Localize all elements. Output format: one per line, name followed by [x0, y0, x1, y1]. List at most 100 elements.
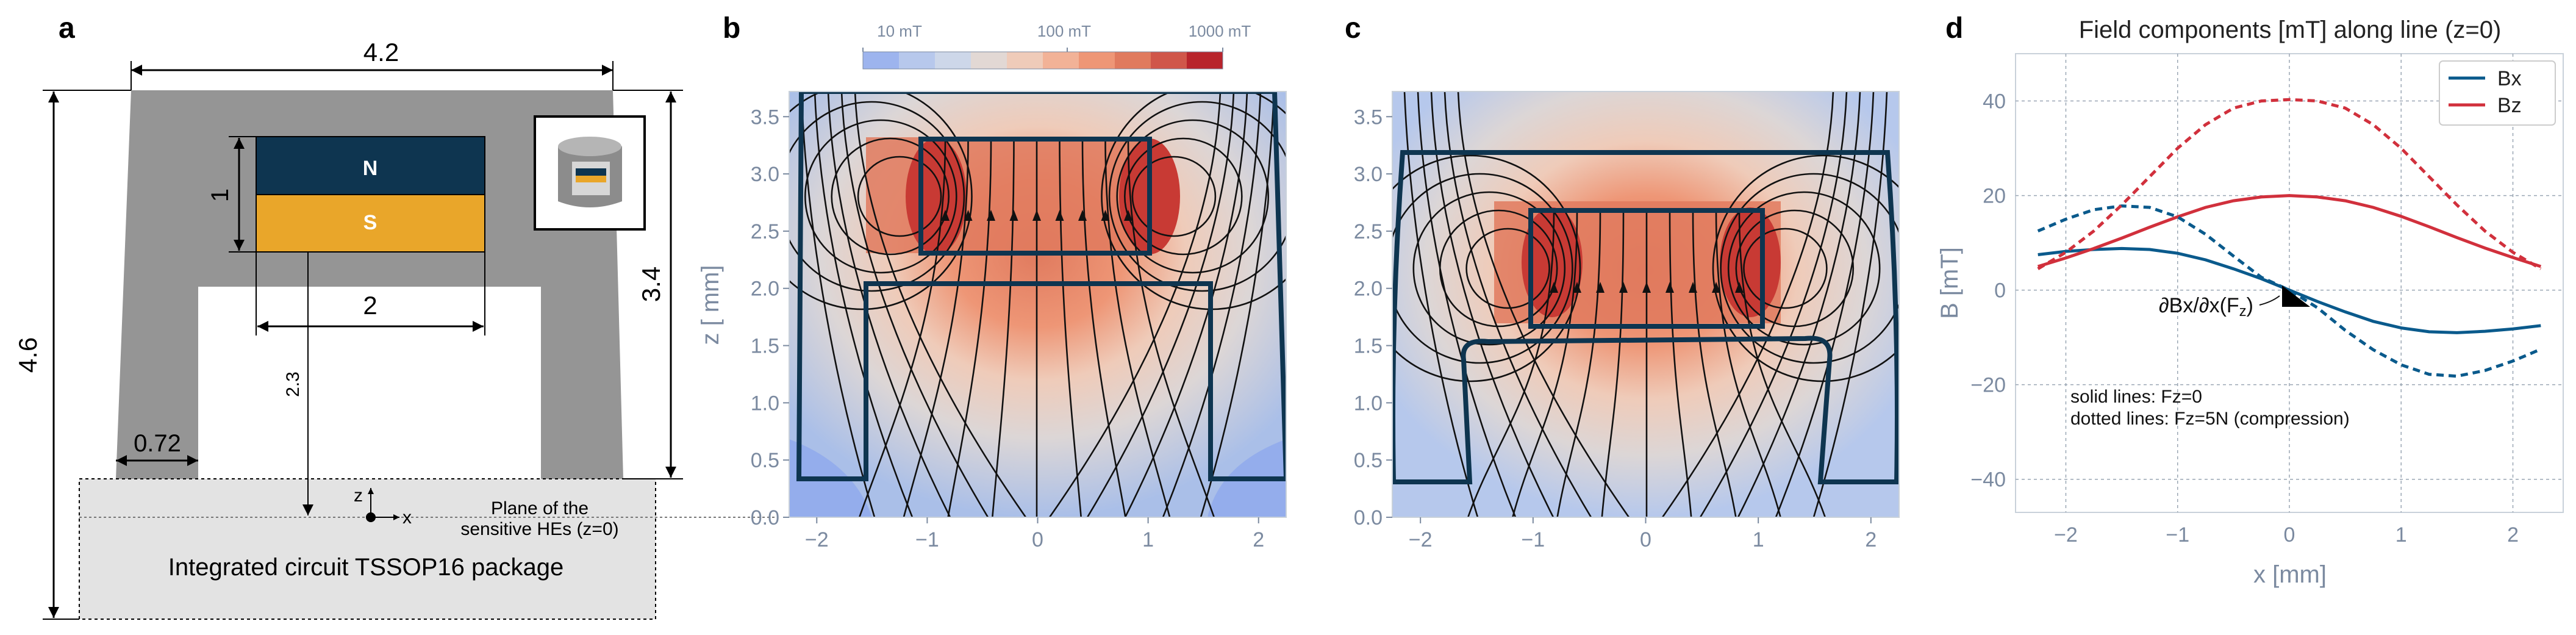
streamline	[1124, 91, 1248, 517]
plane-label-1: Plane of the	[491, 498, 589, 518]
streamline	[903, 139, 969, 517]
field-map-ylabel: z [ mm]	[697, 265, 724, 345]
streamline	[1127, 139, 1215, 517]
streamline-loop	[1392, 154, 1581, 382]
colorbar-cell	[1151, 52, 1187, 69]
streamline-loop	[1116, 119, 1269, 274]
dim-magnet-height: 1	[207, 188, 234, 202]
streamline-arrow	[1596, 282, 1605, 293]
chart-x-tick: −1	[2166, 523, 2189, 547]
y-tick-label: 3.0	[751, 163, 779, 186]
colorbar-cell	[935, 52, 971, 69]
streamline-arrow	[1665, 282, 1674, 293]
colorbar-cell	[971, 52, 1007, 69]
chart-title: Field components [mT] along line (z=0)	[2079, 16, 2502, 43]
chart-legend: Bx Bz	[2439, 60, 2556, 126]
y-tick-label: 0.5	[1354, 449, 1383, 472]
streamline	[947, 139, 992, 517]
chart-ylabel: B [mT]	[1936, 247, 1963, 319]
panel-d-line-chart: d Field components [mT] along line (z=0)…	[1936, 12, 2564, 588]
colorbar-cell	[1007, 52, 1043, 69]
y-tick-label: 3.5	[751, 106, 779, 129]
series-bx-dotted	[2037, 204, 2542, 378]
package-label: Integrated circuit TSSOP16 package	[168, 554, 564, 581]
colorbar-cell	[1187, 52, 1223, 69]
chart-x-tick: 0	[2284, 523, 2295, 547]
streamline-loop	[804, 119, 957, 274]
chart-y-tick: 40	[1983, 90, 2006, 113]
y-tick-label: 1.5	[1354, 335, 1383, 358]
colorbar-cell	[1043, 52, 1079, 69]
streamline	[1048, 91, 1222, 517]
streamline	[1738, 210, 1826, 517]
streamline-arrow	[1032, 210, 1041, 221]
y-tick-label: 3.0	[1354, 163, 1383, 186]
y-tick-label: 2.5	[1354, 220, 1383, 243]
y-tick-label: 1.0	[751, 392, 779, 415]
x-tick-label: 2	[1253, 528, 1264, 551]
streamline-loop	[1108, 101, 1286, 292]
streamline	[1200, 91, 1275, 517]
streamline-loop	[1124, 137, 1243, 256]
y-tick-label: 1.0	[1354, 392, 1383, 415]
streamline-loop	[1465, 228, 1550, 309]
colorbar-tick-100: 100 mT	[1037, 22, 1091, 40]
streamline-loop	[857, 156, 942, 237]
streamline-loop	[1412, 191, 1566, 346]
plane-label-2: sensitive HEs (z=0)	[460, 519, 618, 539]
streamline	[1737, 91, 1861, 517]
streamline-loop	[1720, 173, 1899, 364]
streamline	[1467, 210, 1555, 517]
inset-3d-view	[534, 115, 646, 231]
y-tick-label: 2.5	[751, 220, 779, 243]
streamline	[1417, 91, 1517, 517]
streamline-loop	[789, 91, 973, 310]
streamline-arrow	[1689, 282, 1697, 293]
streamline	[840, 91, 989, 517]
dim-height: 4.6	[13, 337, 42, 373]
streamline-arrow	[1009, 210, 1018, 221]
streamline	[854, 91, 1027, 517]
chart-xlabel: x [mm]	[2253, 561, 2327, 588]
streamline-loop	[789, 101, 965, 292]
note-solid: solid lines: Fz=0	[2070, 387, 2202, 407]
axis-z-label: z	[354, 486, 363, 506]
streamline	[1403, 91, 1479, 517]
south-label: S	[363, 211, 377, 234]
streamline	[1812, 91, 1888, 517]
streamline	[858, 139, 946, 517]
streamline-arrow	[1573, 282, 1581, 293]
panel-a-schematic: a N S Integrated circuit TSSOP16 package…	[13, 12, 775, 620]
series-bx-solid	[2038, 246, 2541, 334]
streamline	[814, 91, 914, 517]
streamline	[1661, 91, 1834, 517]
annotation-derivative-sub: z	[2239, 303, 2247, 320]
streamline	[992, 139, 1015, 517]
series-bz-dotted	[2037, 98, 2542, 270]
chart-x-tick: 2	[2507, 523, 2519, 547]
chart-y-tick: 20	[1983, 185, 2006, 208]
colorbar-cell	[899, 52, 936, 69]
panel-label-c: c	[1345, 12, 1361, 45]
colorbar: 10 mT 100 mT 1000 mT	[862, 22, 1251, 70]
annotation-derivative: ∂Bx/∂x(F	[2159, 294, 2239, 317]
legend-label-bx: Bx	[2497, 67, 2522, 90]
derivative-annotation: ∂Bx/∂x(Fz)	[2159, 285, 2310, 320]
chart-y-tick: −20	[1970, 374, 2006, 397]
x-tick-label: 1	[1753, 528, 1764, 551]
panel-c-field-map: c −2 −1 0 1 2 0.0 0.5 1.0 1.5 2.0 2.5 3.0 3.5	[1345, 12, 1900, 551]
north-label: N	[363, 157, 378, 180]
streamline-loop	[1392, 173, 1573, 364]
streamline-loop	[831, 137, 950, 256]
streamline-loop	[1131, 156, 1217, 237]
streamline-arrow	[1078, 210, 1087, 221]
note-dotted: dotted lines: Fz=5N (compression)	[2070, 409, 2350, 429]
streamline	[1512, 210, 1578, 517]
magnet-south-pole	[256, 194, 485, 253]
dim-width: 4.2	[363, 38, 399, 66]
dim-leg: 0.72	[134, 430, 181, 457]
dim-gap: 2.3	[283, 371, 303, 397]
svg-text:∂Bx/∂x(Fz): ∂Bx/∂x(Fz)	[2159, 294, 2253, 320]
chart-y-tick: −40	[1970, 468, 2006, 492]
streamline	[1669, 210, 1692, 517]
